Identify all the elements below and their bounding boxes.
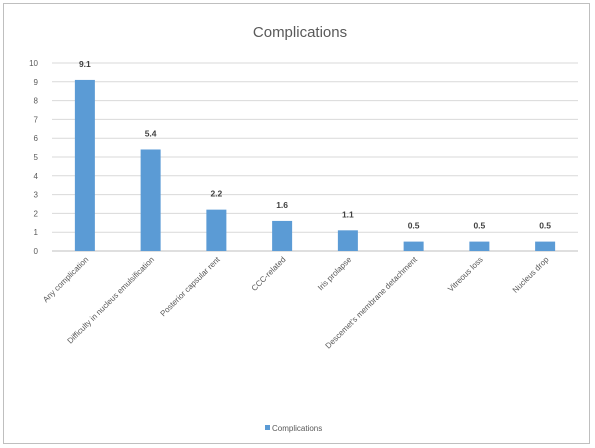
- data-label: 0.5: [408, 221, 420, 231]
- y-tick-label: 4: [34, 172, 39, 181]
- y-tick-label: 3: [34, 191, 39, 200]
- y-tick-label: 10: [29, 59, 38, 68]
- category-label: Nucleus drop: [511, 255, 551, 295]
- bar: [140, 149, 161, 251]
- bar: [535, 241, 556, 251]
- bar: [74, 79, 95, 251]
- y-tick-label: 9: [34, 78, 39, 87]
- y-tick-label: 5: [34, 153, 39, 162]
- data-label: 5.4: [145, 128, 157, 138]
- data-label: 0.5: [473, 221, 485, 231]
- category-label: Vitreous loss: [446, 255, 485, 294]
- bar: [272, 220, 293, 251]
- y-axis-ticks: 0 1 2 3 4 5 6 7 8 9 10: [29, 59, 38, 256]
- chart-container: [3, 3, 590, 444]
- bar: [337, 230, 358, 251]
- legend-swatch: [265, 425, 270, 430]
- chart-title: Complications: [253, 24, 347, 41]
- bar: [403, 241, 424, 251]
- data-labels: 9.1 5.4 2.2 1.6 1.1 0.5 0.5 0.5: [79, 59, 551, 231]
- legend-label: Complications: [272, 424, 322, 433]
- data-label: 9.1: [79, 59, 91, 69]
- category-label: Iris prolapse: [316, 255, 354, 293]
- y-tick-label: 2: [34, 209, 39, 218]
- legend: Complications: [265, 424, 322, 433]
- y-tick-label: 0: [34, 247, 39, 256]
- gridlines: [52, 62, 578, 252]
- bar: [206, 209, 227, 251]
- y-tick-label: 1: [34, 228, 39, 237]
- data-label: 1.6: [276, 200, 288, 210]
- data-label: 1.1: [342, 209, 354, 219]
- data-label: 2.2: [210, 189, 222, 199]
- category-label: Posterior capsular rent: [159, 255, 223, 319]
- bar: [469, 241, 490, 251]
- y-tick-label: 6: [34, 134, 39, 143]
- y-tick-label: 8: [34, 97, 39, 106]
- data-label: 0.5: [539, 221, 551, 231]
- y-tick-label: 7: [34, 115, 39, 124]
- category-label: CCC-related: [250, 255, 288, 293]
- category-label: Any complication: [41, 255, 90, 304]
- bars: [74, 79, 556, 251]
